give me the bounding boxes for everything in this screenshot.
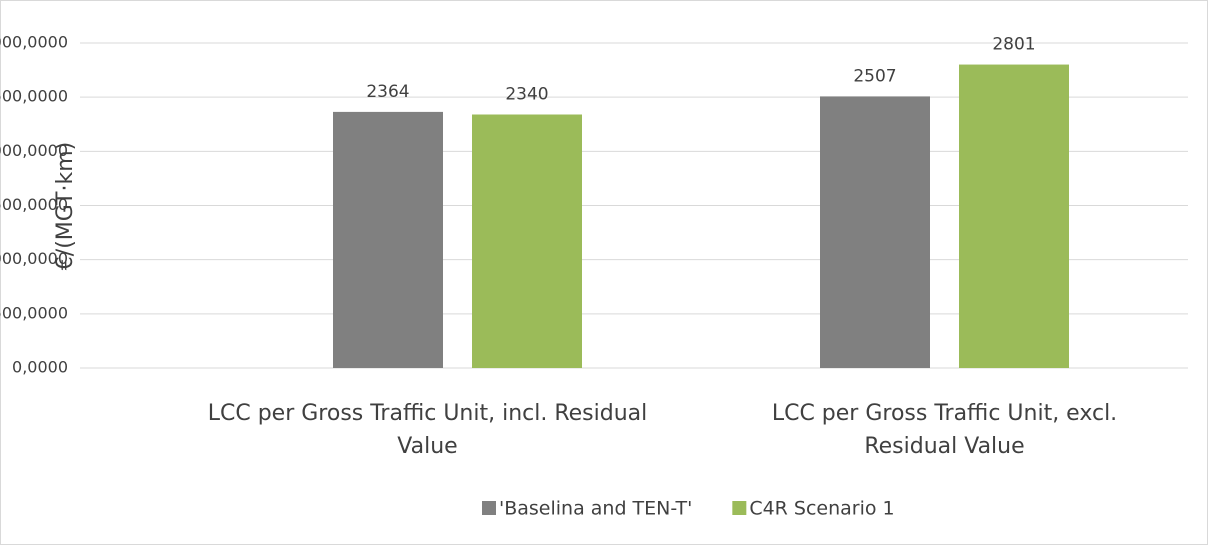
x-tick-label: LCC per Gross Traffic Unit, excl. Residu… [771,401,1118,459]
x-tick-label: LCC per Gross Traffic Unit, incl. Residu… [207,401,648,459]
data-label: 2364 [366,82,409,102]
y-tick-label: 3000,0000 [0,33,68,52]
y-tick-label: 1000,0000 [0,249,68,268]
bar [820,96,930,369]
bar [333,111,443,369]
y-axis-title: €/(MGT·km) [53,142,78,270]
data-label: 2340 [505,85,548,105]
data-label: 2507 [853,66,896,86]
y-tick-label: 2500,0000 [0,87,68,106]
legend-label: 'Baselina and TEN-T' [499,498,692,520]
bar [472,114,582,368]
data-label: 2801 [992,35,1035,55]
y-tick-label: 2000,0000 [0,141,68,160]
bar [959,64,1069,368]
legend-swatch [482,501,496,515]
y-tick-label: 0,0000 [12,358,68,377]
y-tick-label: 500,0000 [0,303,68,322]
legend-swatch [732,501,747,515]
legend-label: C4R Scenario 1 [749,498,894,520]
y-tick-label: 1500,0000 [0,195,68,214]
